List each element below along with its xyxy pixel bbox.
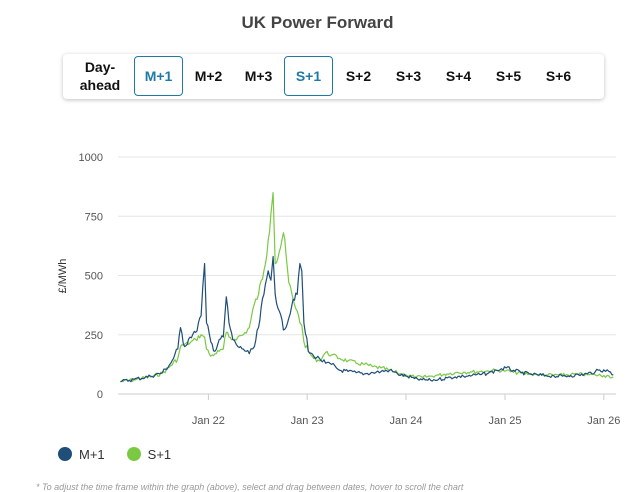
series-line-s1[interactable] xyxy=(120,192,614,383)
y-tick-label: 750 xyxy=(85,211,103,223)
tab-s2[interactable]: S+2 xyxy=(345,68,372,84)
x-tick-label: Jan 24 xyxy=(389,415,422,427)
page-title: UK Power Forward xyxy=(241,13,394,32)
tab-m2[interactable]: M+2 xyxy=(194,68,223,84)
y-axis-ticks: 0 250 500 750 1000 xyxy=(79,152,103,401)
x-tick-label: Jan 22 xyxy=(192,415,225,427)
legend-label-s1: S+1 xyxy=(147,446,172,462)
forward-tab-bar: Day-ahead M+1 M+2 M+3 S+1 S+2 S+3 S+4 S+… xyxy=(63,54,604,99)
tab-s3[interactable]: S+3 xyxy=(395,68,422,84)
x-tick-label: Jan 26 xyxy=(587,415,620,427)
tab-s1[interactable]: S+1 xyxy=(284,56,333,96)
legend-marker-m1 xyxy=(58,447,72,461)
x-tick-label: Jan 25 xyxy=(489,415,522,427)
tab-s5[interactable]: S+5 xyxy=(495,68,522,84)
tab-s4[interactable]: S+4 xyxy=(445,68,472,84)
legend-item-m1[interactable]: M+1 xyxy=(58,447,105,462)
tab-s6[interactable]: S+6 xyxy=(545,68,572,84)
chart-footnote: * To adjust the time frame within the gr… xyxy=(36,482,464,492)
legend-marker-s1 xyxy=(126,447,141,461)
y-axis-label: £/MWh xyxy=(57,259,69,294)
y-tick-label: 0 xyxy=(97,389,103,401)
legend-item-s1[interactable]: S+1 xyxy=(126,446,172,462)
chart-legend: M+1 S+1 xyxy=(58,445,193,463)
y-tick-label: 1000 xyxy=(79,152,103,164)
grid-lines xyxy=(118,156,616,395)
x-axis-ticks: Jan 22 Jan 23 Jan 24 Jan 25 Jan 26 xyxy=(192,394,620,427)
tab-m1[interactable]: M+1 xyxy=(134,56,183,96)
y-tick-label: 500 xyxy=(85,271,103,283)
tab-m3[interactable]: M+3 xyxy=(244,68,273,84)
y-tick-label: 250 xyxy=(85,330,103,342)
tab-day-ahead[interactable]: Day-ahead xyxy=(79,59,121,93)
series-line-m1[interactable] xyxy=(120,255,614,383)
legend-label-m1: M+1 xyxy=(79,446,105,462)
series-lines xyxy=(120,192,614,383)
x-tick-label: Jan 23 xyxy=(291,415,324,427)
